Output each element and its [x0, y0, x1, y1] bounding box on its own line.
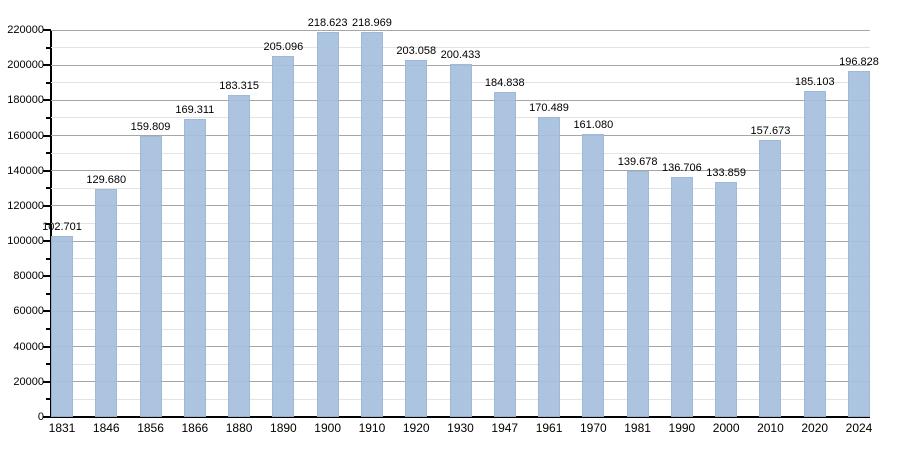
x-axis-tick-label: 1890	[270, 421, 297, 435]
y-axis-tick	[46, 187, 51, 190]
bar	[228, 94, 251, 417]
bar-value-label: 169.311	[175, 104, 215, 117]
y-axis-tick	[46, 46, 51, 49]
bar	[405, 59, 428, 417]
bar	[139, 135, 162, 417]
y-axis-tick	[43, 204, 51, 207]
y-axis-tick	[43, 99, 51, 102]
bar	[183, 119, 206, 417]
x-axis-line	[50, 416, 870, 418]
x-axis-tick-label: 2010	[757, 421, 784, 435]
y-axis-tick	[46, 152, 51, 155]
bar-value-label: 102.701	[42, 221, 82, 234]
plot-area: 102.701 129.680 159.809 169.311 183.315 205.0…	[42, 17, 879, 417]
bar	[51, 236, 73, 417]
y-axis-tick	[43, 345, 51, 348]
bar-value-label: 136.706	[661, 161, 702, 174]
y-axis-tick	[43, 169, 51, 172]
y-axis-tick	[43, 380, 51, 383]
x-axis-tick-label: 1990	[668, 421, 696, 435]
y-axis-tick	[46, 363, 51, 366]
bar-value-label: 139.678	[617, 156, 658, 169]
bar	[715, 181, 738, 417]
bar-value-label: 200.433	[440, 49, 481, 62]
y-axis-line	[50, 30, 52, 418]
x-axis-tick-label: 1947	[491, 421, 519, 435]
y-axis-tick	[46, 222, 51, 225]
y-axis-tick-label: 200000	[7, 59, 44, 72]
x-axis-tick-label: 1831	[48, 421, 76, 435]
x-axis-tick-label: 1846	[92, 421, 120, 435]
bar-value-label: 218.623	[307, 17, 348, 30]
y-axis-tick	[46, 292, 51, 295]
bar-value-label: 196.828	[839, 55, 879, 68]
bar	[316, 32, 339, 417]
x-axis-tick-label: 1981	[624, 421, 651, 435]
y-axis-tick	[43, 134, 51, 137]
bar	[626, 171, 649, 417]
bar-value-label: 205.096	[263, 41, 304, 54]
bar	[803, 91, 826, 417]
bar-value-label: 170.489	[529, 102, 569, 115]
x-axis-tick-label: 1880	[225, 421, 253, 435]
bar	[582, 133, 605, 417]
y-axis-tick	[46, 257, 51, 260]
y-axis-tick	[43, 310, 51, 313]
x-axis-tick-label: 1961	[535, 421, 563, 435]
y-axis-tick-label: 80000	[13, 270, 44, 283]
bar-value-label: 203.058	[396, 44, 437, 57]
bar	[493, 91, 516, 417]
bar-value-label: 185.103	[794, 76, 835, 89]
y-axis-tick-label: 100000	[7, 235, 44, 248]
y-axis-tick	[43, 29, 51, 31]
y-axis-tick-label: 180000	[7, 94, 44, 107]
bar-value-label: 183.315	[219, 79, 259, 92]
bar-value-label: 159.809	[130, 120, 171, 133]
y-axis-tick-label: 120000	[7, 199, 44, 212]
x-axis-tick-label: 1866	[181, 421, 209, 435]
bar-value-label: 161.080	[573, 118, 614, 131]
bar-value-label: 157.673	[750, 124, 791, 137]
y-gridline	[51, 29, 870, 31]
x-axis-tick-label: 1930	[447, 421, 474, 435]
bar	[360, 31, 383, 417]
bar	[272, 56, 295, 417]
bar	[670, 176, 693, 417]
y-axis-tick-label: 220000	[7, 24, 44, 36]
bar	[848, 70, 870, 417]
y-axis-tick	[46, 81, 51, 84]
x-axis-tick-label: 1856	[137, 421, 164, 435]
x-axis-tick-label: 1970	[579, 421, 607, 435]
y-axis-tick	[43, 64, 51, 67]
y-axis-tick	[43, 416, 51, 418]
y-axis-tick	[46, 116, 51, 119]
bar	[95, 188, 118, 417]
bar	[449, 64, 472, 417]
x-axis-tick-label: 2000	[712, 421, 740, 435]
y-axis-tick	[46, 398, 51, 401]
y-axis-tick-label: 0	[37, 411, 44, 423]
y-axis-tick	[43, 240, 51, 243]
y-axis-tick-label: 60000	[13, 305, 44, 318]
y-axis-tick-label: 140000	[7, 164, 44, 177]
y-axis-tick-label: 40000	[13, 340, 44, 353]
y-axis-tick-label: 160000	[7, 129, 44, 142]
y-axis-tick	[43, 275, 51, 278]
x-axis-tick-label: 1900	[314, 421, 341, 435]
bar-value-label: 133.859	[706, 166, 747, 179]
bar-value-label: 218.969	[352, 16, 392, 29]
x-axis-tick-label: 1920	[402, 421, 430, 435]
y-axis-tick	[46, 328, 51, 331]
bar-value-label: 184.838	[484, 76, 525, 89]
x-axis-tick-label: 2020	[801, 421, 829, 435]
bar-value-label: 129.680	[86, 173, 127, 186]
x-axis-tick-label: 1910	[358, 421, 386, 435]
x-axis-tick-label: 2024	[845, 421, 873, 435]
y-axis-tick-label: 20000	[13, 375, 44, 388]
bar	[759, 139, 782, 417]
bar	[538, 117, 561, 417]
y-gridline	[51, 47, 870, 49]
